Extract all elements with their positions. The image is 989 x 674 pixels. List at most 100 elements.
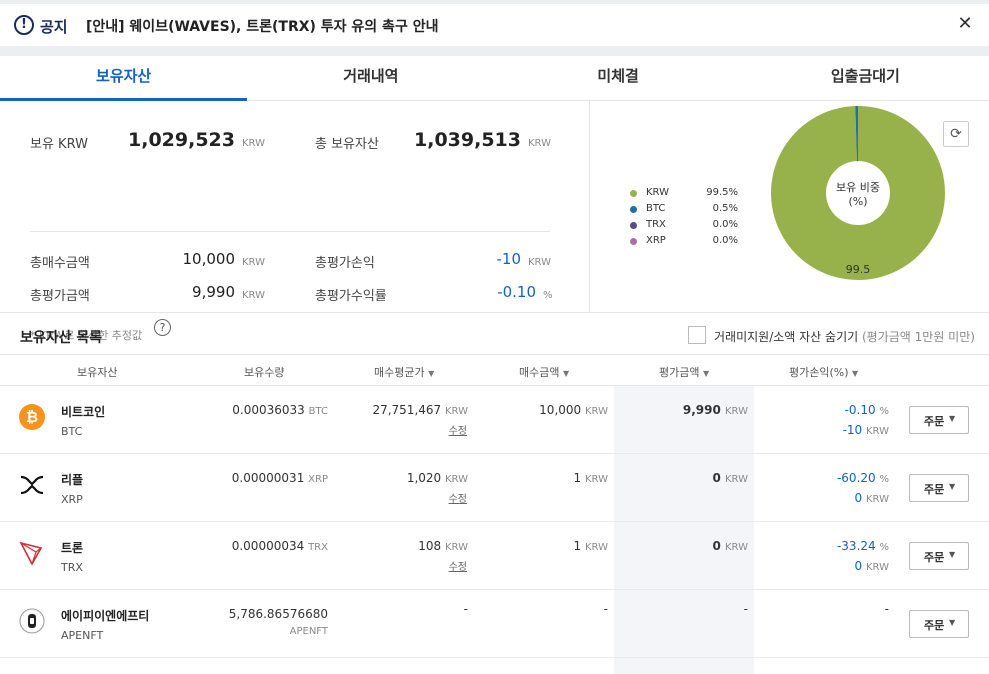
holding-quantity: 0.00000034 TRX: [170, 539, 328, 553]
col-buy-amount[interactable]: 매수금액 ▼: [519, 364, 569, 380]
coin-symbol: BTC: [61, 425, 83, 438]
pnl-percent: -60.20 %: [760, 471, 889, 485]
eval-unit: KRW: [725, 474, 748, 485]
avg-buy-price: -: [463, 602, 468, 616]
order-button[interactable]: 주문 ▼: [909, 406, 969, 434]
total-eval-unit: KRW: [242, 290, 265, 301]
qty-value: 0.00000034: [231, 539, 305, 553]
total-assets-label: 총 보유자산: [315, 137, 379, 152]
coin-name[interactable]: 에이피이엔에프티: [61, 609, 150, 623]
tab-open-orders[interactable]: 미체결: [597, 67, 639, 85]
refresh-icon[interactable]: ⟳: [943, 121, 969, 147]
close-icon[interactable]: ✕: [957, 13, 973, 34]
buy-value: 1: [573, 539, 582, 553]
allocation-chart: ⟳ KRW 99.5% BTC 0.5% TRX 0.0% XRP 0.0% 보유 비중 (%)…: [590, 101, 989, 313]
order-button[interactable]: 주문 ▼: [909, 542, 969, 570]
coin-symbol: APENFT: [61, 629, 104, 642]
tab-history[interactable]: 거래내역: [343, 67, 399, 85]
caret-down-icon: ▼: [949, 414, 956, 423]
krw-label: 보유 KRW: [30, 137, 88, 152]
tab-pending-transfers[interactable]: 입출금대기: [830, 67, 900, 85]
eval-unit: KRW: [725, 406, 748, 417]
buy-amount: 10,000 KRW: [470, 403, 608, 417]
col-asset: 보유자산: [77, 366, 118, 379]
hide-small-assets-label[interactable]: 거래미지원/소액 자산 숨기기 (평가금액 1만원 미만): [714, 328, 975, 345]
legend-percent: 0.0%: [712, 219, 738, 230]
holdings-list-title: 보유자산 목록: [20, 330, 103, 346]
buy-amount: 1 KRW: [470, 471, 608, 485]
apenft-icon: [19, 608, 45, 634]
coin-name[interactable]: 트론: [61, 541, 84, 555]
col-buy-amount-label: 매수금액: [519, 366, 560, 379]
avg-value: 27,751,467: [372, 403, 442, 417]
holdings-table-header: 보유자산 보유수량 매수평균가 ▼ 매수금액 ▼ 평가금액 ▼ 평가손익(%) …: [0, 355, 989, 386]
notice-text[interactable]: [안내] 웨이브(WAVES), 트론(TRX) 투자 유의 촉구 안내: [86, 19, 439, 35]
order-button[interactable]: 주문 ▼: [909, 474, 969, 502]
pnl-percent: -33.24 %: [760, 539, 889, 553]
col-eval-amount[interactable]: 평가금액 ▼: [659, 364, 709, 380]
eval-column-shade: [614, 386, 754, 674]
buy-unit: KRW: [585, 542, 608, 553]
col-quantity: 보유수량: [244, 366, 285, 379]
qty-unit: TRX: [308, 542, 328, 553]
hide-small-assets-checkbox[interactable]: [688, 326, 706, 344]
coin-symbol: XRP: [61, 493, 83, 506]
buy-amount: -: [603, 602, 608, 616]
pie-center-label: 보유 비중: [836, 181, 880, 194]
legend-name: KRW: [646, 187, 669, 198]
eval-value: 9,990: [682, 403, 721, 417]
coin-symbol: TRX: [61, 561, 83, 574]
table-row: 트론 TRX 0.00000034 TRX 108 KRW 수정 1 KRW 0…: [0, 522, 989, 590]
notice-label: 공지: [40, 18, 68, 36]
pnl-value: -10: [842, 423, 863, 437]
legend-dot: [630, 190, 637, 197]
asset-summary: 보유 KRW 1,029,523 KRW 총 보유자산 1,039,513 KR…: [0, 101, 590, 342]
notice-bar: ! 공지 [안내] 웨이브(WAVES), 트론(TRX) 투자 유의 촉구 안…: [0, 4, 989, 46]
avg-buy-price: 27,751,467 KRW: [330, 403, 468, 417]
coin-name[interactable]: 리플: [61, 473, 84, 487]
svg-text:₿: ₿: [26, 408, 38, 426]
total-assets-unit: KRW: [528, 138, 551, 149]
pie-slice-label: 99.5: [846, 263, 871, 276]
total-eval-value: 9,990: [192, 283, 235, 301]
coin-name[interactable]: 비트코인: [61, 405, 106, 419]
pie-center: [826, 161, 890, 225]
sort-caret-icon: ▼: [702, 369, 710, 378]
legend-name: XRP: [646, 235, 666, 246]
tab-holdings[interactable]: 보유자산: [0, 56, 248, 101]
eval-amount: -: [743, 602, 748, 616]
total-assets-value: 1,039,513: [414, 129, 521, 151]
order-label: 주문: [924, 551, 945, 564]
col-avg-price[interactable]: 매수평균가 ▼: [374, 364, 434, 380]
pct-value: -60.20: [836, 471, 876, 485]
col-pnl[interactable]: 평가손익(%) ▼: [789, 364, 858, 380]
qty-unit: APENFT: [289, 626, 328, 637]
avg-value: 1,020: [406, 471, 442, 485]
bitcoin-icon: ₿: [19, 404, 45, 430]
summary-divider: [30, 231, 550, 232]
edit-avg-price-link[interactable]: 수정: [448, 494, 467, 505]
ripple-icon: [20, 475, 44, 495]
total-eval-label: 총평가금액: [30, 289, 90, 304]
edit-avg-price-link[interactable]: 수정: [448, 562, 467, 573]
buy-value: 1: [573, 471, 582, 485]
legend-name: TRX: [646, 219, 666, 230]
krw-value: 1,029,523: [128, 129, 235, 151]
table-row: 리플 XRP 0.00000031 XRP 1,020 KRW 수정 1 KRW…: [0, 454, 989, 522]
eval-amount: 0 KRW: [610, 539, 748, 553]
legend-dot: [630, 222, 637, 229]
buy-unit: KRW: [585, 474, 608, 485]
pnl-unit: KRW: [866, 562, 889, 573]
pct-value: -33.24: [836, 539, 876, 553]
qty-unit: BTC: [308, 406, 328, 417]
tab-bar: 보유자산 거래내역 미체결 입출금대기: [0, 56, 989, 101]
question-icon[interactable]: ?: [154, 319, 171, 336]
col-eval-amount-label: 평가금액: [659, 366, 700, 379]
hide-label-hint: (평가금액 1만원 미만): [861, 330, 975, 344]
order-button[interactable]: 주문 ▼: [909, 610, 969, 638]
legend-percent: 99.5%: [706, 187, 738, 198]
total-pnl-label: 총평가손익: [315, 256, 375, 271]
sort-caret-icon: ▼: [562, 369, 570, 378]
edit-avg-price-link[interactable]: 수정: [448, 426, 467, 437]
buy-unit: KRW: [585, 406, 608, 417]
